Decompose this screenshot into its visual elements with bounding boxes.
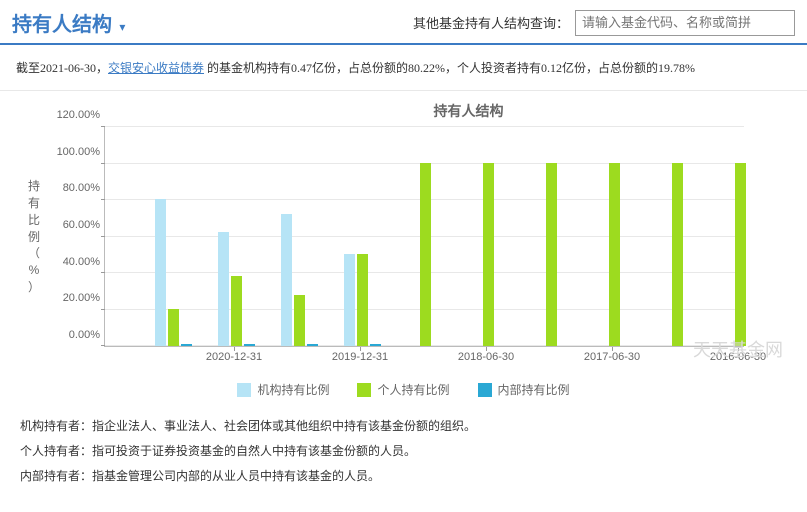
legend-swatch xyxy=(478,383,492,397)
search-region: 其他基金持有人结构查询： xyxy=(413,10,795,36)
y-tickmark xyxy=(101,236,105,237)
note-line: 内部持有者：指基金管理公司内部的从业人员中持有该基金的人员。 xyxy=(20,464,787,489)
chart-body: 持有比例（%） 0.00% 20.00% 40.00% 60.00% 80.00% 100… xyxy=(20,127,787,347)
bar-group xyxy=(281,214,318,346)
gridline xyxy=(105,126,744,127)
y-tickmark xyxy=(101,309,105,310)
legend-item: 机构持有比例 xyxy=(237,381,329,398)
bar-group xyxy=(218,232,255,346)
search-label: 其他基金持有人结构查询： xyxy=(413,13,569,32)
legend-label: 机构持有比例 xyxy=(257,381,329,398)
chart-legend: 机构持有比例 个人持有比例 内部持有比例 xyxy=(20,381,787,398)
bar-indiv xyxy=(357,254,368,346)
bar-inst xyxy=(281,214,292,346)
legend-swatch xyxy=(357,383,371,397)
bar-group xyxy=(470,163,507,346)
bar-group xyxy=(344,254,381,346)
chart-title: 持有人结构 xyxy=(150,101,787,121)
bar-group xyxy=(407,163,444,346)
bar-indiv xyxy=(294,295,305,346)
x-tick-label: 2019-12-31 xyxy=(332,351,388,363)
y-tickmark xyxy=(101,345,105,346)
bar-inst xyxy=(155,199,166,346)
chart-region: 持有人结构 持有比例（%） 0.00% 20.00% 40.00% 60.00% 80.… xyxy=(0,91,807,398)
y-tick: 120.00% xyxy=(57,109,100,121)
y-tickmark xyxy=(101,199,105,200)
y-tick: 80.00% xyxy=(63,182,100,194)
y-axis-ticks: 0.00%20.00%40.00%60.00%80.00%100.00%120.… xyxy=(48,127,104,347)
search-input[interactable] xyxy=(575,10,795,36)
dropdown-arrow-icon[interactable]: ▾ xyxy=(119,20,125,34)
x-axis-ticks: 2020-12-31 2019-12-31 2018-06-30 2017-06-30… xyxy=(104,347,744,367)
bar-indiv xyxy=(420,163,431,346)
y-tick: 100.00% xyxy=(57,146,100,158)
y-tick: 0.00% xyxy=(69,329,100,341)
bar-indiv xyxy=(168,309,179,346)
x-tick-label: 2018-06-30 xyxy=(458,351,514,363)
bar-group xyxy=(722,163,759,346)
bar-group xyxy=(155,199,192,346)
legend-label: 个人持有比例 xyxy=(377,381,449,398)
summary-prefix: 截至2021-06-30， xyxy=(16,61,108,75)
y-axis-label: 持有比例（%） xyxy=(28,178,40,296)
x-tick-label: 2016-06-30 xyxy=(710,351,766,363)
summary-suffix: 的基金机构持有0.47亿份，占总份额的80.22%，个人投资者持有0.12亿份，… xyxy=(204,61,695,75)
notes-section: 机构持有者：指企业法人、事业法人、社会团体或其他组织中持有该基金份额的组织。个人… xyxy=(0,408,807,506)
y-tickmark xyxy=(101,272,105,273)
y-tickmark xyxy=(101,163,105,164)
bar-indiv xyxy=(609,163,620,346)
summary-text: 截至2021-06-30，交银安心收益债券 的基金机构持有0.47亿份，占总份额… xyxy=(0,45,807,91)
bar-inst xyxy=(344,254,355,346)
bar-indiv xyxy=(735,163,746,346)
bar-internal xyxy=(181,344,192,346)
bar-indiv xyxy=(483,163,494,346)
bar-group xyxy=(596,163,633,346)
bar-group xyxy=(533,163,570,346)
page-header: 持有人结构 ▾ 其他基金持有人结构查询： xyxy=(0,0,807,45)
y-axis-label-col: 持有比例（%） xyxy=(20,127,48,347)
note-line: 个人持有者：指可投资于证券投资基金的自然人中持有该基金份额的人员。 xyxy=(20,439,787,464)
page-title-wrap: 持有人结构 ▾ xyxy=(12,8,125,37)
bar-internal xyxy=(307,344,318,346)
legend-item: 个人持有比例 xyxy=(357,381,449,398)
x-tick-label: 2017-06-30 xyxy=(584,351,640,363)
fund-link[interactable]: 交银安心收益债券 xyxy=(108,61,204,75)
bar-group xyxy=(659,163,696,346)
bar-internal xyxy=(370,344,381,346)
bar-indiv xyxy=(231,276,242,346)
note-line: 机构持有者：指企业法人、事业法人、社会团体或其他组织中持有该基金份额的组织。 xyxy=(20,414,787,439)
legend-label: 内部持有比例 xyxy=(498,381,570,398)
y-tick: 60.00% xyxy=(63,219,100,231)
legend-item: 内部持有比例 xyxy=(478,381,570,398)
y-tickmark xyxy=(101,126,105,127)
legend-swatch xyxy=(237,383,251,397)
y-tick: 40.00% xyxy=(63,256,100,268)
bar-indiv xyxy=(546,163,557,346)
bar-internal xyxy=(244,344,255,346)
page-title: 持有人结构 xyxy=(12,14,112,36)
chart-plot xyxy=(104,127,744,347)
bar-indiv xyxy=(672,163,683,346)
bar-inst xyxy=(218,232,229,346)
y-tick: 20.00% xyxy=(63,292,100,304)
x-tick-label: 2020-12-31 xyxy=(206,351,262,363)
